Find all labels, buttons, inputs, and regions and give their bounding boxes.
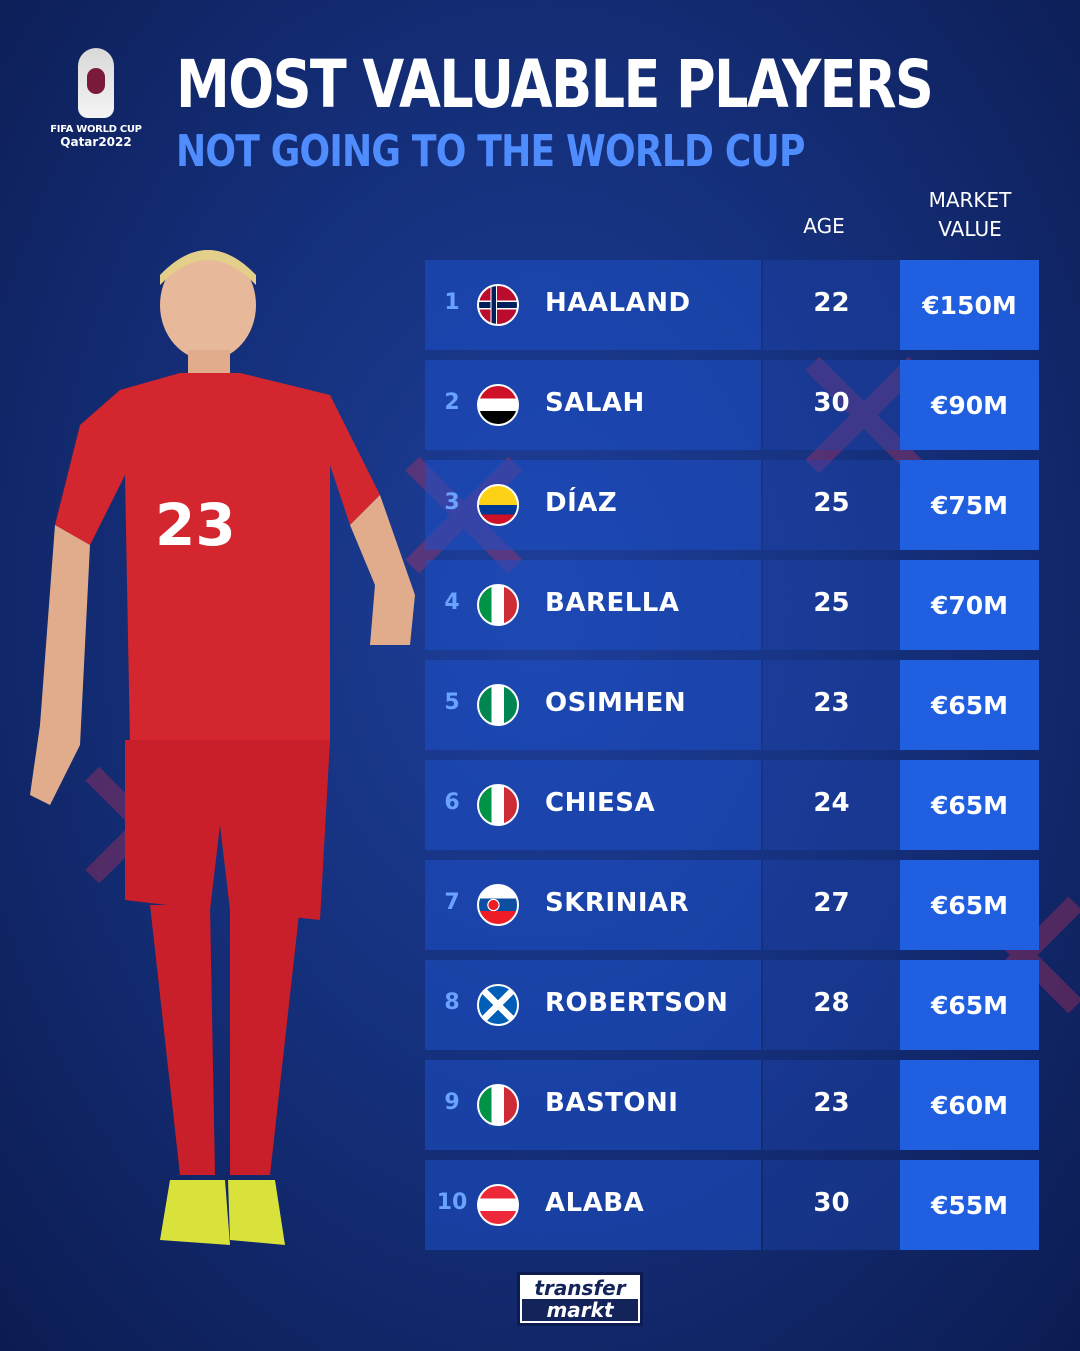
age-cell: [763, 560, 900, 650]
age-cell: [763, 1160, 900, 1250]
player-row: 2 SALAH 30 €90M: [425, 360, 1039, 450]
age-cell: [763, 260, 900, 350]
rank: 2: [444, 390, 460, 415]
player-name: SKRINIAR: [545, 888, 690, 918]
logo-line2: markt: [522, 1299, 638, 1321]
player-name: ROBERTSON: [545, 988, 729, 1018]
rank: 4: [444, 590, 460, 615]
player-name: OSIMHEN: [545, 688, 687, 718]
italy-flag-icon: [477, 784, 519, 826]
player-name: ALABA: [545, 1188, 645, 1218]
rank: 9: [444, 1090, 460, 1115]
market-value: €55M: [900, 1160, 1039, 1250]
market-value: €75M: [900, 460, 1039, 550]
norway-flag-icon: [477, 284, 519, 326]
player-name: SALAH: [545, 388, 645, 418]
player-row: 1 HAALAND 22 €150M: [425, 260, 1039, 350]
market-value-header-line2: VALUE: [938, 217, 1002, 241]
player-name: BARELLA: [545, 588, 680, 618]
slovakia-flag-icon: [477, 884, 519, 926]
market-value: €65M: [900, 760, 1039, 850]
market-value: €65M: [900, 960, 1039, 1050]
player-photo: 23: [30, 250, 415, 1245]
market-value: €65M: [900, 860, 1039, 950]
rank: 3: [444, 490, 460, 515]
age-cell: [763, 860, 900, 950]
italy-flag-icon: [477, 1084, 519, 1126]
player-age: 30: [813, 1188, 850, 1218]
age-cell: [763, 660, 900, 750]
nigeria-flag-icon: [477, 684, 519, 726]
player-age: 23: [813, 688, 850, 718]
market-value: €65M: [900, 660, 1039, 750]
logo-line2: Qatar2022: [60, 135, 132, 149]
player-age: 22: [813, 288, 850, 318]
age-header: AGE: [803, 214, 845, 238]
player-age: 23: [813, 1088, 850, 1118]
player-row: 10 ALABA 30 €55M: [425, 1160, 1039, 1250]
transfermarkt-logo: transfer markt: [517, 1272, 643, 1326]
player-name: HAALAND: [545, 288, 691, 318]
player-age: 25: [813, 588, 850, 618]
page-subtitle: NOT GOING TO THE WORLD CUP: [176, 126, 805, 177]
rank: 8: [444, 990, 460, 1015]
market-value: €150M: [900, 260, 1039, 350]
shirt-number: 23: [155, 491, 236, 559]
market-value-header-line1: MARKET: [928, 188, 1012, 212]
player-name: BASTONI: [545, 1088, 679, 1118]
logo-line1: transfer: [534, 1276, 626, 1300]
trophy-icon: [78, 48, 114, 118]
rank: 1: [444, 290, 460, 315]
player-row: 9 BASTONI 23 €60M: [425, 1060, 1039, 1150]
market-value-header: MARKET VALUE: [900, 186, 1040, 244]
player-name: DÍAZ: [545, 488, 618, 518]
fifa-world-cup-logo: FIFA WORLD CUP Qatar2022: [44, 48, 148, 149]
age-cell: [763, 360, 900, 450]
market-value: €70M: [900, 560, 1039, 650]
scotland-flag-icon: [477, 984, 519, 1026]
age-cell: [763, 460, 900, 550]
logo-line1: FIFA WORLD CUP: [50, 124, 142, 135]
italy-flag-icon: [477, 584, 519, 626]
age-cell: [763, 760, 900, 850]
player-row: 5 OSIMHEN 23 €65M: [425, 660, 1039, 750]
page-title: MOST VALUABLE PLAYERS: [176, 46, 934, 123]
rank: 10: [436, 1190, 468, 1215]
player-age: 24: [813, 788, 850, 818]
player-row: 6 CHIESA 24 €65M: [425, 760, 1039, 850]
egypt-flag-icon: [477, 384, 519, 426]
player-row: 3 DÍAZ 25 €75M: [425, 460, 1039, 550]
player-row: 7 SKRINIAR 27 €65M: [425, 860, 1039, 950]
player-age: 28: [813, 988, 850, 1018]
player-name: CHIESA: [545, 788, 656, 818]
colombia-flag-icon: [477, 484, 519, 526]
rank: 5: [444, 690, 460, 715]
market-value: €60M: [900, 1060, 1039, 1150]
player-age: 27: [813, 888, 850, 918]
player-row: 8 ROBERTSON 28 €65M: [425, 960, 1039, 1050]
rank: 7: [444, 890, 460, 915]
rank: 6: [444, 790, 460, 815]
market-value: €90M: [900, 360, 1039, 450]
player-age: 30: [813, 388, 850, 418]
player-age: 25: [813, 488, 850, 518]
player-row: 4 BARELLA 25 €70M: [425, 560, 1039, 650]
age-cell: [763, 1060, 900, 1150]
age-cell: [763, 960, 900, 1050]
austria-flag-icon: [477, 1184, 519, 1226]
